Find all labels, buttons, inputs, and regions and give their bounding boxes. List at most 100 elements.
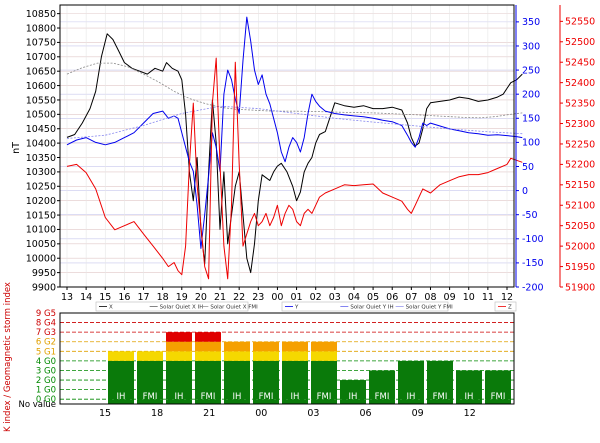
k-bar-segment [137, 351, 163, 361]
k-bar-source-label: FMI [375, 392, 390, 402]
y-tick-label-left: 10000 [26, 254, 56, 265]
x-tick-label: 00 [271, 292, 283, 303]
k-level-label: 0 G0 [36, 395, 56, 405]
x-tick-label: 18 [157, 292, 169, 303]
y-tick-label-blue: 250 [522, 65, 540, 76]
y-tick-label-blue: -200 [522, 282, 544, 293]
k-bar: FMI [369, 370, 395, 405]
series-line-y [66, 16, 523, 249]
k-bar-segment [108, 360, 134, 400]
x-tick-label: 14 [80, 292, 92, 303]
y-axis-label-left: nT [11, 142, 22, 154]
k-level-label: 6 G2 [36, 338, 56, 348]
k-bar-base [224, 399, 250, 405]
k-bar-segment [282, 360, 308, 400]
x-tick-label: 22 [233, 292, 245, 303]
x-tick-label: 08 [424, 292, 436, 303]
y-tick-label-left: 10300 [26, 167, 56, 178]
k-x-tick-label: 18 [151, 408, 163, 419]
k-x-tick-label: 06 [359, 408, 371, 419]
k-bar-segment [195, 360, 221, 400]
k-bar-segment [340, 380, 366, 400]
y-tick-label-blue: 350 [522, 17, 540, 28]
y-tick-label-red: 52500 [565, 37, 595, 48]
k-bar-segment [282, 341, 308, 352]
x-tick-label: 13 [61, 292, 73, 303]
k-bar-segment [108, 351, 134, 361]
k-bar: IH [108, 351, 134, 405]
series-line-z [66, 57, 523, 280]
k-bar: IH [224, 341, 250, 405]
legend-label: Solar Quiet X FMI [210, 305, 258, 311]
k-bar-base [369, 399, 395, 405]
legend-x: X Solar Quiet X IH Solar Quiet X FMI [95, 301, 258, 312]
x-tick-label: 12 [501, 292, 513, 303]
legend-box [95, 301, 249, 312]
k-bar-source-label: IH [465, 392, 474, 402]
k-level-label: 5 G1 [36, 347, 56, 357]
k-bar-base [166, 399, 192, 405]
k-level-label: No value [19, 400, 56, 410]
y-tick-label-blue: 300 [522, 41, 540, 52]
k-bar: FMI [311, 341, 337, 405]
k-plot-frame [59, 312, 515, 405]
y-tick-label-blue: -100 [522, 234, 544, 245]
k-level-label: 8 G4 [36, 319, 56, 329]
k-bar-segment [195, 351, 221, 361]
legend-z: Z [494, 301, 517, 312]
k-bar-source-label: IH [407, 392, 416, 402]
x-tick-label: 21 [214, 292, 226, 303]
y-tick-label-left: 10250 [26, 182, 56, 193]
k-bar: FMI [137, 351, 163, 405]
k-level-label: 1 G0 [36, 386, 56, 396]
x-tick-label: 03 [329, 292, 341, 303]
x-tick-label: 06 [386, 292, 398, 303]
k-index-panel: 9 G58 G47 G36 G25 G14 G03 G02 G01 G00 G0… [3, 282, 515, 432]
k-bar-source-label: FMI [143, 392, 158, 402]
y-tick-label-left: 10100 [26, 225, 56, 236]
k-bar: IH [398, 360, 424, 405]
legend-label: Y [294, 305, 299, 311]
k-level-label: 7 G3 [36, 328, 56, 338]
x-tick-label: 07 [405, 292, 417, 303]
k-bar: FMI [485, 370, 511, 405]
k-x-tick-label: 15 [99, 408, 111, 419]
k-x-tick-label: 21 [203, 408, 215, 419]
y-tick-label-red: 51900 [565, 282, 595, 293]
k-bar-base [398, 399, 424, 405]
k-bar: FMI [253, 341, 279, 405]
k-bar-segment [311, 360, 337, 400]
k-bar-base [195, 399, 221, 405]
k-bar-base [340, 399, 366, 405]
k-bar-segment [253, 351, 279, 361]
k-bar-segment [253, 360, 279, 400]
k-bar-segment [456, 370, 482, 400]
x-tick-label: 16 [118, 292, 130, 303]
k-bar-source-label: FMI [317, 392, 332, 402]
k-bar-source-label: IH [175, 392, 184, 402]
k-bar-base [427, 399, 453, 405]
k-bar-segment [224, 341, 250, 352]
y-tick-label-blue: 50 [522, 162, 534, 173]
y-tick-label-left: 10350 [26, 153, 56, 164]
x-tick-label: 02 [310, 292, 322, 303]
k-bar-segment [224, 360, 250, 400]
y-tick-label-left: 10550 [26, 95, 56, 106]
k-bar: IH [166, 332, 192, 405]
k-bar-segment [311, 351, 337, 361]
y-tick-label-left: 10500 [26, 110, 56, 121]
y-tick-label-red: 52250 [565, 139, 595, 150]
y-tick-label-red: 52000 [565, 241, 595, 252]
x-tick-label: 20 [195, 292, 207, 303]
legend-box [281, 301, 449, 312]
k-x-tick-label: 12 [464, 408, 476, 419]
k-bar: FMI [427, 360, 453, 405]
y-tick-label-red: 52150 [565, 180, 595, 191]
y-tick-label-blue: -150 [522, 258, 544, 269]
y-tick-label-red: 52400 [565, 78, 595, 89]
k-bar: IH [456, 370, 482, 405]
y-tick-label-red: 52350 [565, 98, 595, 109]
k-bar-source-label: FMI [201, 392, 216, 402]
y-tick-label-blue: 100 [522, 138, 540, 149]
